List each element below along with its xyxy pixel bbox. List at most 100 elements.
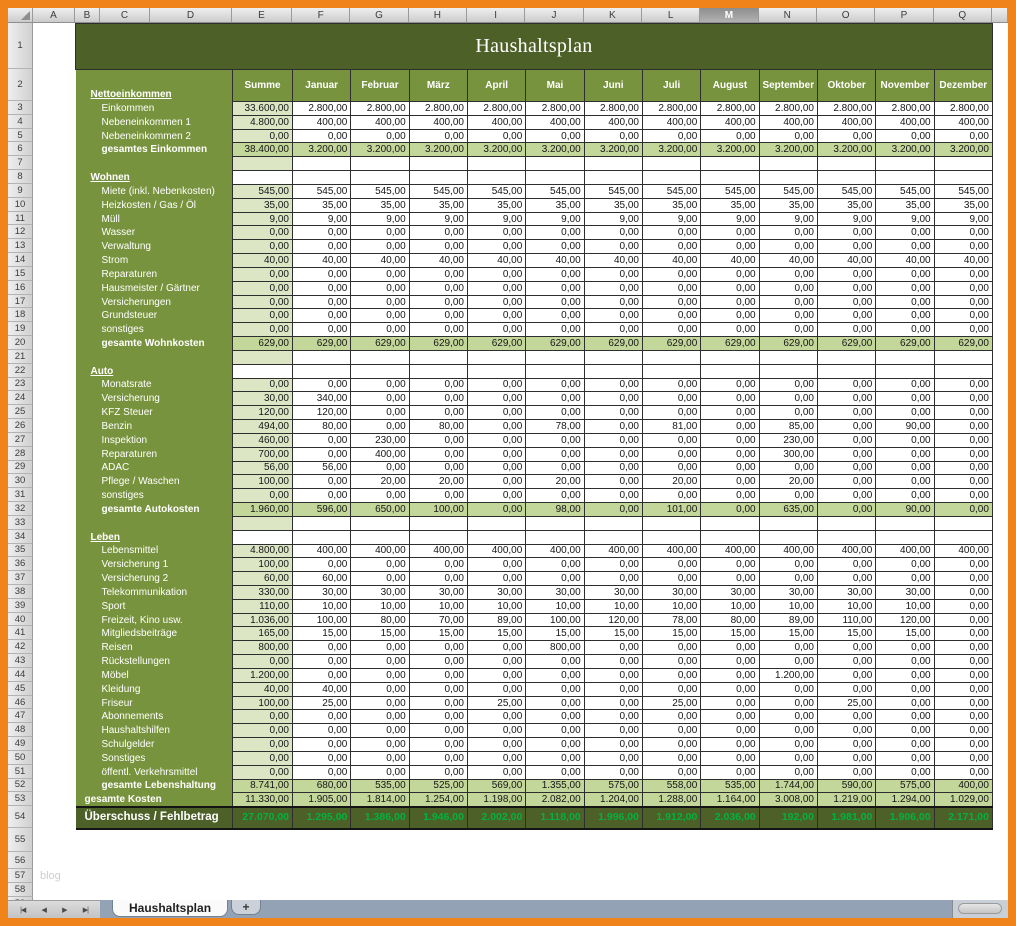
sheet-cell[interactable]: 0,00: [641, 128, 702, 144]
row-header-39[interactable]: 39: [8, 598, 33, 613]
row-header-6[interactable]: 6: [8, 142, 33, 157]
sheet-cell[interactable]: 0,00: [758, 640, 818, 656]
sheet-cell[interactable]: 0,00: [525, 764, 585, 780]
sheet-cell[interactable]: 9,00: [291, 211, 352, 227]
month-header-januar[interactable]: Januar: [291, 69, 352, 102]
sheet-cell[interactable]: 35,00: [232, 197, 293, 213]
column-header-C[interactable]: C: [100, 8, 150, 23]
sheet-cell[interactable]: 545,00: [933, 183, 993, 199]
month-header-dezember[interactable]: Dezember: [933, 69, 993, 102]
sheet-cell[interactable]: 15,00: [525, 626, 585, 642]
month-header-august[interactable]: August: [700, 69, 760, 102]
sheet-cell[interactable]: 0,00: [700, 723, 760, 739]
sheet-cell[interactable]: 400,00: [466, 114, 527, 130]
sheet-cell-empty[interactable]: [700, 170, 760, 185]
sheet-cell[interactable]: 89,00: [758, 612, 818, 628]
sheet-cell[interactable]: 400,00: [875, 543, 935, 559]
sheet-cell[interactable]: 0,00: [816, 460, 877, 476]
sheet-cell[interactable]: 629,00: [408, 336, 468, 351]
row-label-mitgliedsbeiträge[interactable]: Mitgliedsbeiträge: [75, 626, 233, 641]
sheet-cell-empty[interactable]: [758, 363, 818, 379]
sheet-cell[interactable]: 0,00: [583, 460, 643, 476]
sheet-cell[interactable]: 0,00: [291, 723, 352, 739]
sheet-cell[interactable]: 0,00: [350, 737, 410, 752]
sheet-cell[interactable]: 56,00: [291, 460, 352, 476]
sheet-cell[interactable]: 0,00: [641, 391, 702, 407]
sheet-cell[interactable]: 0,00: [641, 667, 702, 683]
row-header-11[interactable]: 11: [8, 211, 33, 226]
sheet-cell[interactable]: 0,00: [408, 667, 468, 683]
sheet-cell[interactable]: 81,00: [641, 419, 702, 434]
sheet-cell[interactable]: 165,00: [232, 626, 293, 642]
sheet-cell[interactable]: 535,00: [350, 778, 410, 794]
sheet-cell-empty[interactable]: [466, 156, 527, 172]
sheet-cell[interactable]: 0,00: [291, 488, 352, 504]
sheet-cell[interactable]: 0,00: [758, 266, 818, 282]
column-header-N[interactable]: N: [758, 8, 817, 23]
sheet-cell[interactable]: 0,00: [583, 446, 643, 462]
sheet-cell[interactable]: 0,00: [583, 709, 643, 725]
sheet-cell[interactable]: 15,00: [758, 626, 818, 642]
sheet-cell[interactable]: 0,00: [758, 488, 818, 504]
sheet-cell[interactable]: 0,00: [350, 239, 410, 255]
sheet-cell[interactable]: 0,00: [700, 432, 760, 448]
sheet-cell[interactable]: 0,00: [933, 419, 993, 434]
sheet-cell[interactable]: 0,00: [466, 460, 527, 476]
sheet-cell[interactable]: 0,00: [875, 474, 935, 490]
row-header-26[interactable]: 26: [8, 419, 33, 433]
row-header-13[interactable]: 13: [8, 239, 33, 254]
sheet-cell[interactable]: 0,00: [350, 667, 410, 683]
month-header-november[interactable]: November: [875, 69, 935, 102]
sheet-cell[interactable]: 3.200,00: [525, 142, 585, 158]
row-label-sonstiges[interactable]: sonstiges: [75, 322, 233, 337]
sheet-cell[interactable]: 800,00: [232, 640, 293, 656]
sheet-cell[interactable]: 0,00: [350, 654, 410, 669]
month-header-mai[interactable]: Mai: [525, 69, 585, 102]
row-label-möbel[interactable]: Möbel: [75, 668, 233, 683]
row-header-25[interactable]: 25: [8, 405, 33, 420]
sheet-cell[interactable]: 0,00: [232, 128, 293, 144]
sheet-cell[interactable]: 0,00: [232, 280, 293, 296]
sheet-cell[interactable]: 629,00: [291, 336, 352, 351]
sheet-cell[interactable]: 0,00: [291, 557, 352, 573]
row-header-24[interactable]: 24: [8, 391, 33, 406]
row-header-8[interactable]: 8: [8, 170, 33, 184]
sheet-cell[interactable]: 90,00: [875, 502, 935, 517]
sheet-cell[interactable]: 0,00: [816, 681, 877, 697]
sheet-cell[interactable]: 0,00: [641, 571, 702, 586]
row-label-kleidung[interactable]: Kleidung: [75, 682, 233, 697]
sheet-cell[interactable]: 9,00: [700, 211, 760, 227]
sheet-cell[interactable]: 0,00: [525, 308, 585, 324]
sheet-cell[interactable]: 10,00: [758, 598, 818, 614]
sheet-cell[interactable]: 0,00: [816, 557, 877, 573]
sheet-cell[interactable]: 0,00: [408, 709, 468, 725]
row-header-59[interactable]: 59: [8, 897, 33, 900]
sheet-cell[interactable]: 0,00: [641, 750, 702, 766]
sheet-cell[interactable]: 2.800,00: [700, 101, 760, 116]
sheet-cell[interactable]: 10,00: [700, 598, 760, 614]
row-label-hausmeister-gärtner[interactable]: Hausmeister / Gärtner: [75, 281, 233, 296]
sheet-cell[interactable]: 0,00: [700, 667, 760, 683]
row-label-reisen[interactable]: Reisen: [75, 640, 233, 655]
sheet-cell[interactable]: 0,00: [933, 294, 993, 310]
sheet-cell[interactable]: 0,00: [408, 446, 468, 462]
row-label-telekommunikation[interactable]: Telekommunikation: [75, 585, 233, 600]
row-label-auto[interactable]: Auto: [75, 364, 233, 379]
row-label-empty[interactable]: [75, 350, 233, 365]
sheet-cell[interactable]: 0,00: [583, 571, 643, 586]
sheet-cell[interactable]: 0,00: [933, 695, 993, 711]
sheet-cell-empty[interactable]: [291, 515, 352, 531]
sheet-cell[interactable]: 9,00: [641, 211, 702, 227]
row-header-37[interactable]: 37: [8, 571, 33, 585]
sheet-cell[interactable]: 0,00: [933, 239, 993, 255]
sheet-cell[interactable]: 545,00: [583, 183, 643, 199]
sheet-cell[interactable]: 0,00: [933, 571, 993, 586]
sheet-cell[interactable]: 120,00: [291, 405, 352, 421]
sheet-cell-empty[interactable]: [641, 156, 702, 172]
sheet-cell[interactable]: 0,00: [758, 280, 818, 296]
sheet-cell[interactable]: 0,00: [933, 626, 993, 642]
sheet-cell[interactable]: 0,00: [816, 571, 877, 586]
sheet-cell[interactable]: 0,00: [933, 446, 993, 462]
column-header-A[interactable]: A: [33, 8, 75, 23]
sheet-cell[interactable]: 400,00: [816, 114, 877, 130]
